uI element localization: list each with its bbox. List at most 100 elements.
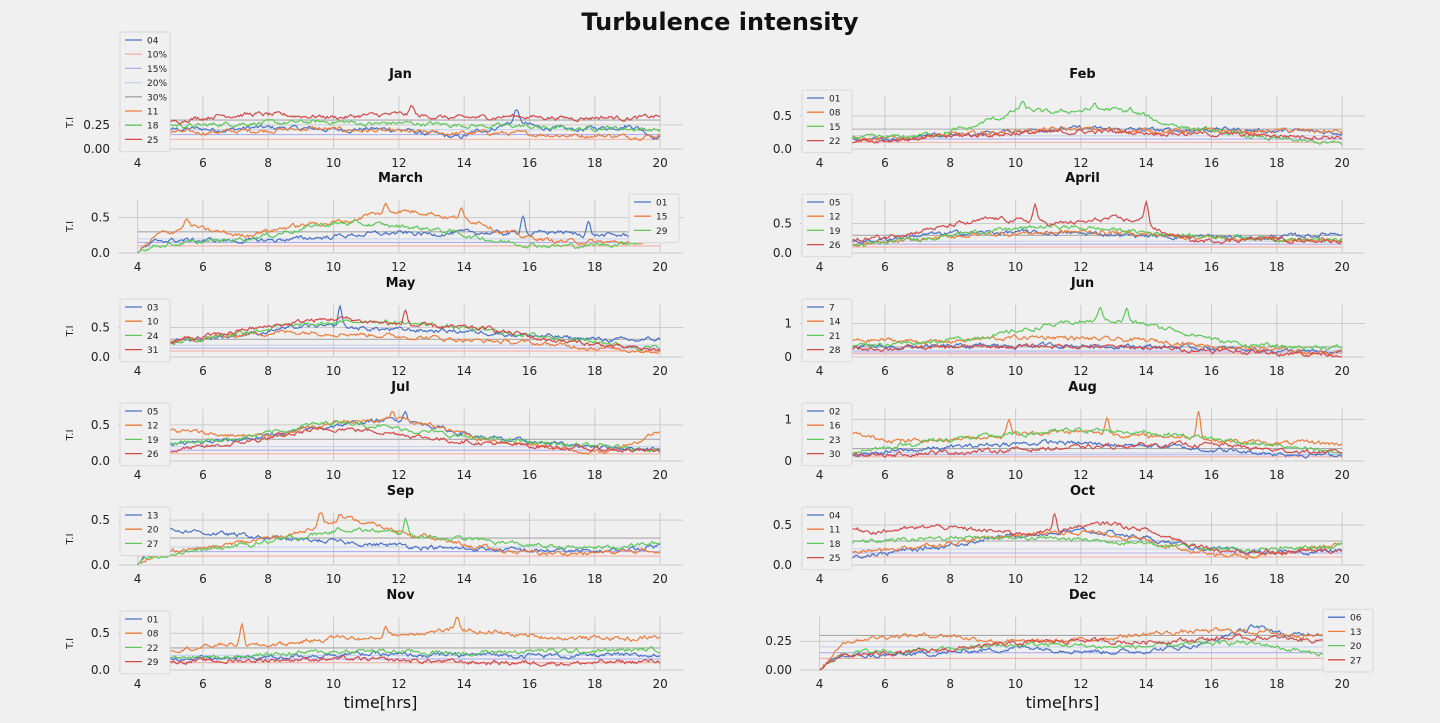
x-tick-label: 10 [326, 677, 341, 691]
legend: 04 10% 15% 20% 30% 11 18 25 [119, 31, 171, 153]
legend-box [801, 298, 853, 363]
legend: 01 08 15 22 [801, 89, 853, 154]
series-line-25 [137, 105, 661, 150]
legend-box [801, 193, 853, 258]
subplot-march: 4 6 8 10 12 14 16 18 20 0.0 0.5 March T.I 01 15 29 [65, 171, 683, 274]
series-line-26 [819, 199, 1343, 254]
x-tick-label: 12 [391, 156, 406, 170]
subplot-jul: 4 6 8 10 12 14 16 18 20 0.0 0.5 Jul T.I 05 12 19 26 [65, 380, 683, 482]
subplot-jun: 4 6 8 10 12 14 16 18 20 0 1 Jun 7 14 21 28 [784, 276, 1365, 378]
legend-label: 25 [147, 136, 158, 146]
y-axis-label: T.I [65, 117, 76, 129]
y-tick-label: 0.5 [91, 418, 110, 432]
legend-label: 22 [147, 644, 158, 654]
y-tick-label: 0.5 [773, 217, 792, 231]
legend-label: 19 [829, 227, 841, 237]
y-tick-label: 0.0 [91, 663, 110, 677]
series-line-02 [819, 438, 1343, 462]
legend-label: 08 [829, 109, 841, 119]
series-line-16 [819, 411, 1343, 462]
x-tick-label: 10 [1008, 364, 1023, 378]
x-tick-label: 16 [522, 572, 537, 586]
x-tick-label: 4 [134, 572, 142, 586]
x-tick-label: 8 [264, 677, 272, 691]
x-tick-label: 6 [199, 572, 207, 586]
legend-label: 28 [829, 346, 841, 356]
legend: 13 20 27 [119, 506, 171, 557]
x-tick-label: 12 [391, 677, 406, 691]
x-tick-label: 8 [264, 572, 272, 586]
legend-label: 19 [147, 436, 159, 446]
legend-label: 16 [829, 422, 841, 432]
x-tick-label: 20 [1334, 677, 1349, 691]
y-tick-label: 0.25 [765, 634, 792, 648]
legend-label: 31 [147, 346, 158, 356]
legend-label: 05 [829, 199, 840, 209]
y-tick-label: 0.5 [773, 109, 792, 123]
series-line-23 [819, 427, 1343, 462]
x-tick-label: 8 [264, 364, 272, 378]
x-tick-label: 4 [816, 572, 824, 586]
x-tick-label: 18 [1269, 260, 1284, 274]
y-tick-label: 0.5 [91, 513, 110, 527]
subplot-sep: 4 6 8 10 12 14 16 18 20 0.0 0.5 Sep T.I 13 20 27 [65, 484, 683, 586]
x-tick-label: 6 [199, 156, 207, 170]
x-tick-label: 10 [1008, 677, 1023, 691]
series-line-13 [137, 527, 661, 566]
subplot-title: Nov [386, 588, 415, 603]
series-line-22 [137, 646, 661, 671]
x-tick-label: 4 [134, 156, 142, 170]
legend-box [628, 193, 680, 244]
legend-box [119, 402, 171, 467]
subplot-title: March [378, 171, 423, 186]
series-line-04 [819, 527, 1343, 566]
legend-label: 26 [147, 450, 159, 460]
x-tick-label: 4 [816, 468, 824, 482]
x-tick-label: 4 [816, 364, 824, 378]
x-tick-label: 12 [1073, 364, 1088, 378]
subplot-title: Jun [1070, 276, 1094, 291]
x-tick-label: 18 [1269, 572, 1284, 586]
x-tick-label: 6 [881, 156, 889, 170]
x-tick-label: 4 [134, 364, 142, 378]
legend: 04 11 18 25 [801, 506, 853, 571]
legend-label: 01 [656, 199, 667, 209]
legend-label: 30 [829, 450, 841, 460]
x-tick-label: 8 [946, 572, 954, 586]
series-line-19 [137, 419, 661, 462]
x-tick-label: 10 [326, 364, 341, 378]
legend-label: 25 [829, 554, 840, 564]
series-line-20 [137, 512, 661, 566]
subplot-title: Dec [1069, 588, 1096, 603]
series-line-06 [819, 616, 1343, 671]
x-tick-label: 8 [264, 156, 272, 170]
legend-label: 12 [829, 213, 840, 223]
subplot-april: 4 6 8 10 12 14 16 18 20 0.0 0.5 April 05 12 19 26 [773, 171, 1365, 274]
x-tick-label: 14 [457, 156, 472, 170]
x-tick-label: 12 [391, 468, 406, 482]
x-tick-label: 6 [199, 468, 207, 482]
x-tick-label: 14 [457, 468, 472, 482]
x-tick-label: 10 [326, 156, 341, 170]
x-tick-label: 16 [1204, 572, 1219, 586]
series-line-29 [137, 654, 661, 671]
legend-box [119, 31, 171, 153]
x-tick-label: 16 [522, 260, 537, 274]
x-tick-label: 20 [652, 572, 667, 586]
series-line-30 [819, 440, 1343, 462]
legend-label: 20 [147, 526, 159, 536]
series-line-29 [137, 219, 661, 254]
legend-label: 13 [1350, 628, 1361, 638]
x-tick-label: 6 [199, 364, 207, 378]
x-tick-label: 6 [199, 677, 207, 691]
legend: 01 15 29 [628, 193, 680, 244]
x-tick-label: 20 [1334, 364, 1349, 378]
x-tick-label: 14 [1139, 156, 1154, 170]
y-tick-label: 0.5 [91, 211, 110, 225]
subplot-may: 4 6 8 10 12 14 16 18 20 0.0 0.5 May T.I 03 10 24 31 [65, 276, 683, 378]
x-tick-label: 14 [1139, 572, 1154, 586]
subplot-title: April [1065, 171, 1100, 186]
legend-label: 12 [147, 422, 158, 432]
legend-label: 15 [656, 213, 667, 223]
